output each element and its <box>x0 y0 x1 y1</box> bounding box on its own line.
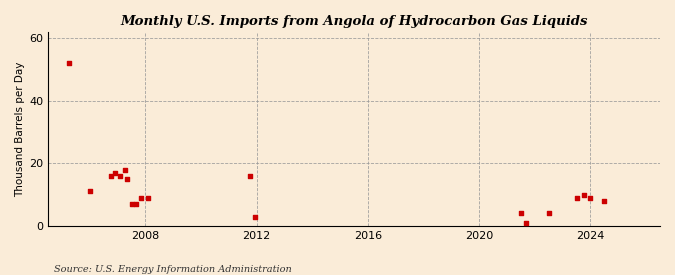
Text: Source: U.S. Energy Information Administration: Source: U.S. Energy Information Administ… <box>54 265 292 274</box>
Point <box>115 174 126 178</box>
Y-axis label: Thousand Barrels per Day: Thousand Barrels per Day <box>15 61 25 197</box>
Point <box>110 170 121 175</box>
Point <box>571 196 582 200</box>
Title: Monthly U.S. Imports from Angola of Hydrocarbon Gas Liquids: Monthly U.S. Imports from Angola of Hydr… <box>120 15 588 28</box>
Point <box>520 221 531 225</box>
Point <box>578 192 589 197</box>
Point <box>84 189 95 194</box>
Point <box>136 196 146 200</box>
Point <box>119 167 130 172</box>
Point <box>105 174 116 178</box>
Point <box>126 202 137 206</box>
Point <box>516 211 526 216</box>
Point <box>131 202 142 206</box>
Point <box>142 196 153 200</box>
Point <box>63 61 74 65</box>
Point <box>585 196 596 200</box>
Point <box>543 211 554 216</box>
Point <box>599 199 610 203</box>
Point <box>244 174 255 178</box>
Point <box>122 177 132 181</box>
Point <box>249 214 260 219</box>
